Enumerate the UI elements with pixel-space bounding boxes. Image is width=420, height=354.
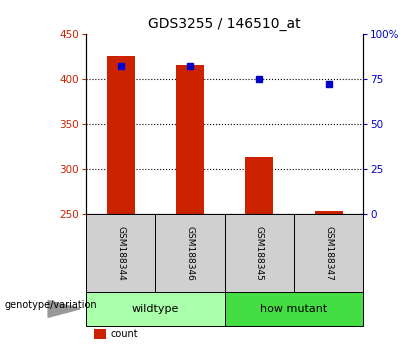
Bar: [315, 211, 343, 214]
Text: how mutant: how mutant: [260, 304, 328, 314]
Bar: [155, 214, 225, 292]
Bar: [246, 157, 273, 214]
Bar: [225, 292, 363, 326]
Bar: [86, 292, 225, 326]
Title: GDS3255 / 146510_at: GDS3255 / 146510_at: [148, 17, 301, 31]
Text: GSM188345: GSM188345: [255, 225, 264, 281]
Bar: [225, 214, 294, 292]
Text: genotype/variation: genotype/variation: [4, 300, 97, 310]
Text: GSM188347: GSM188347: [324, 225, 333, 281]
Text: GSM188344: GSM188344: [116, 226, 125, 280]
Bar: [86, 214, 155, 292]
Text: count: count: [110, 329, 138, 339]
Polygon shape: [48, 301, 80, 317]
Bar: [107, 56, 135, 214]
Bar: [176, 65, 204, 214]
Text: GSM188346: GSM188346: [186, 225, 194, 281]
Text: wildtype: wildtype: [132, 304, 179, 314]
Bar: [294, 214, 363, 292]
